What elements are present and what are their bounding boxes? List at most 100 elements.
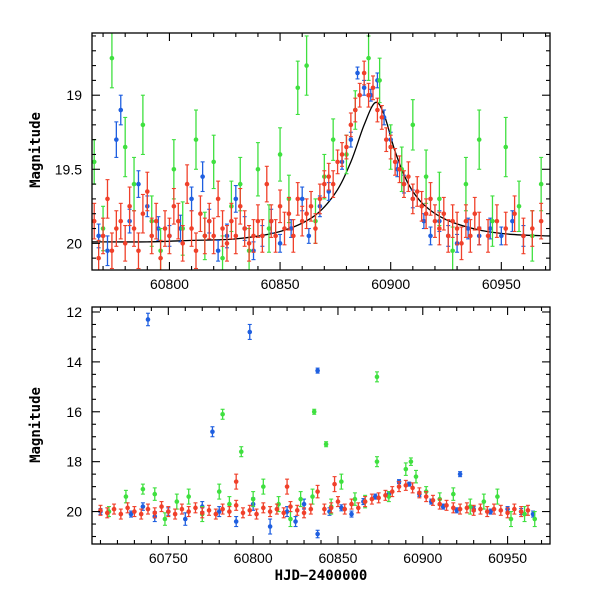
green-data-point (463, 181, 469, 187)
blue-data-point (182, 516, 188, 522)
red-data-point (330, 181, 336, 187)
red-data-point (145, 189, 150, 194)
red-data-point (282, 226, 287, 231)
red-data-point (172, 511, 178, 517)
red-data-point (254, 511, 259, 517)
red-data-point (437, 501, 443, 507)
red-data-point (213, 511, 219, 517)
red-data-point (193, 248, 199, 254)
green-data-point (227, 501, 232, 507)
blue-data-point (96, 233, 101, 239)
green-data-point (295, 85, 301, 91)
red-data-point (457, 506, 463, 512)
green-data-point (277, 152, 283, 157)
blue-data-point (299, 196, 305, 202)
blue-data-point (361, 85, 367, 91)
blue-data-point (105, 248, 110, 254)
green-data-point (255, 166, 261, 172)
red-data-point (383, 493, 388, 498)
y-tick-label: 18 (66, 454, 82, 470)
red-data-point (476, 226, 482, 231)
green-data-point (238, 449, 244, 454)
red-data-point (335, 499, 341, 504)
green-data-point (174, 499, 180, 504)
y-tick-label: 12 (66, 304, 82, 320)
red-data-point (428, 196, 433, 202)
blue-data-point (306, 233, 312, 239)
red-data-point (240, 510, 246, 516)
red-data-point (450, 218, 455, 224)
red-data-point (255, 218, 261, 224)
red-data-point (317, 196, 323, 202)
blue-data-point (301, 501, 307, 507)
x-tick-label: 60950 (482, 276, 521, 292)
red-data-point (375, 107, 380, 113)
red-data-point (357, 92, 363, 98)
green-data-point (171, 166, 177, 172)
red-data-point (379, 115, 385, 120)
green-data-point (410, 122, 416, 128)
red-data-point (383, 137, 389, 142)
red-data-point (233, 503, 239, 508)
blue-data-point (499, 233, 504, 239)
red-data-point (114, 226, 119, 231)
y-axis-title: Magnitude (28, 112, 44, 188)
blue-data-point (487, 226, 493, 231)
red-data-point (132, 509, 137, 514)
red-data-point (96, 255, 101, 261)
blue-data-point (315, 368, 320, 373)
red-data-point (498, 508, 504, 513)
red-data-point (397, 166, 402, 172)
blue-data-point (118, 107, 124, 113)
blue-data-point (114, 137, 119, 142)
green-data-point (408, 459, 414, 464)
red-data-point (521, 233, 526, 239)
green-data-point (122, 144, 128, 150)
red-data-point (167, 233, 172, 239)
red-data-point (260, 233, 265, 239)
red-data-point (153, 218, 159, 224)
green-data-point (237, 181, 243, 187)
red-data-point (288, 504, 293, 509)
red-data-point (349, 501, 354, 507)
red-data-point (344, 144, 349, 150)
red-data-point (410, 196, 416, 202)
series-green (106, 371, 538, 528)
blue-data-point (210, 429, 215, 435)
blue-data-point (428, 233, 433, 239)
red-data-point (206, 508, 212, 513)
x-tick-label: 60850 (261, 276, 300, 292)
red-data-point (419, 204, 424, 209)
green-data-point (476, 137, 482, 142)
green-data-point (123, 494, 129, 499)
red-data-point (444, 503, 449, 508)
green-data-point (495, 494, 500, 499)
red-data-point (410, 485, 415, 491)
red-data-point (518, 509, 524, 514)
green-data-point (413, 474, 419, 479)
red-data-point (478, 506, 483, 512)
red-data-point (401, 181, 407, 187)
red-data-point (512, 506, 517, 512)
red-data-point (189, 226, 194, 231)
red-data-point (261, 505, 266, 511)
green-data-point (220, 255, 225, 261)
y-tick-label: 16 (66, 404, 82, 420)
green-data-point (352, 496, 358, 502)
red-data-point (376, 495, 381, 501)
x-axis-title: HJD−2400000 (275, 568, 368, 584)
red-data-point (414, 189, 420, 194)
blue-data-point (140, 504, 146, 509)
red-data-point (220, 506, 225, 512)
red-data-point (328, 505, 334, 511)
red-data-point (138, 511, 144, 517)
red-data-point (396, 484, 402, 489)
red-data-point (423, 494, 429, 499)
red-data-point (464, 505, 470, 511)
red-data-point (180, 241, 186, 246)
red-data-point (471, 508, 476, 513)
red-data-point (301, 510, 307, 516)
green-data-point (366, 55, 371, 61)
red-data-point (162, 226, 168, 231)
